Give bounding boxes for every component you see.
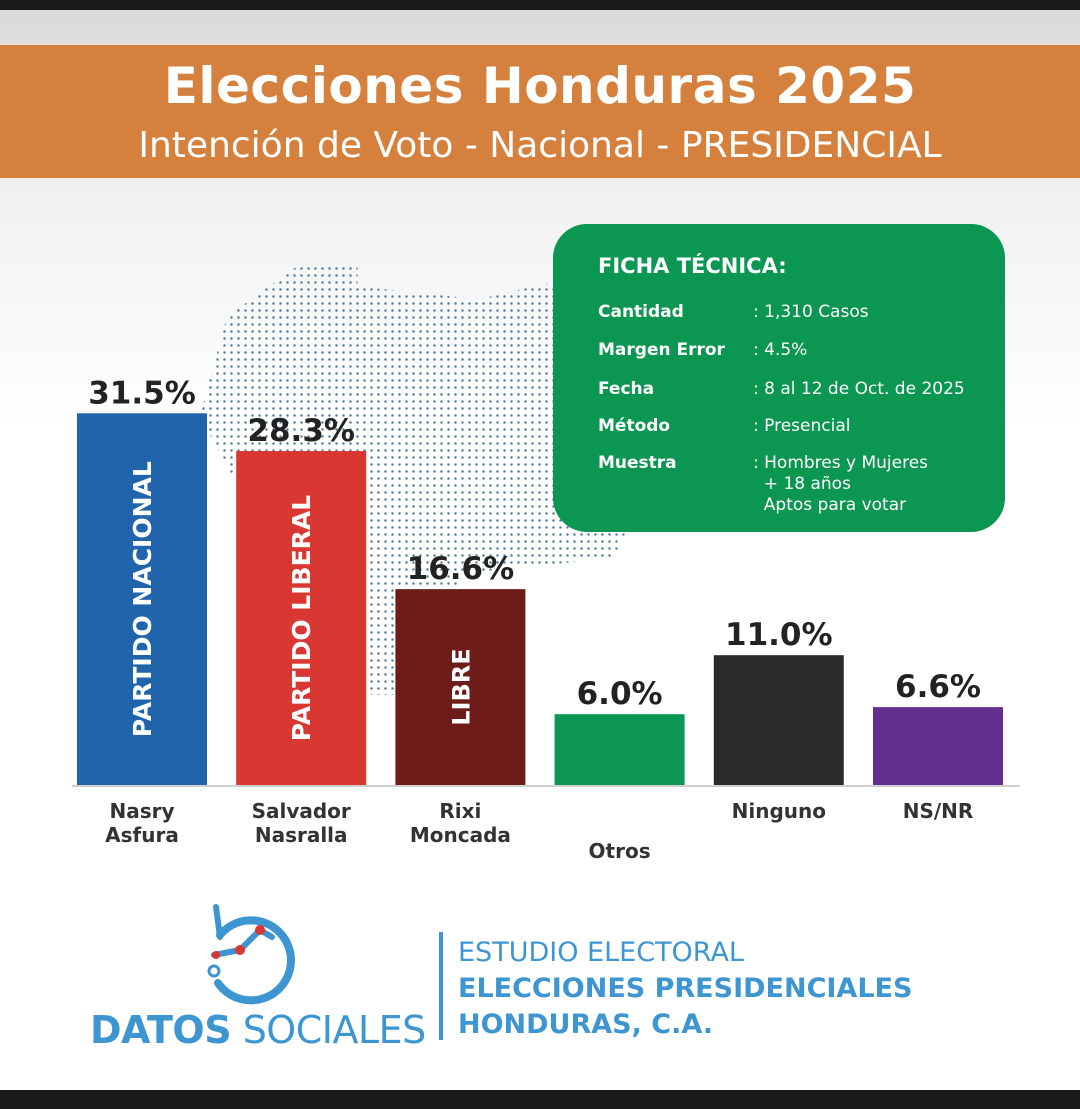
value-label: 6.0% (577, 676, 663, 712)
ficha-label: Fecha (598, 379, 655, 399)
page-title: Elecciones Honduras 2025 (163, 57, 917, 115)
page-subtitle: Intención de Voto - Nacional - PRESIDENC… (138, 125, 942, 166)
category-label: Otros (589, 839, 651, 863)
footer-divider (439, 932, 443, 1040)
bar-1 (77, 413, 207, 785)
bar-4 (554, 714, 685, 785)
category-label: Asfura (105, 823, 179, 847)
ficha-label: Método (598, 416, 671, 436)
category-label: Moncada (410, 823, 511, 847)
logo-mark-icon (207, 904, 295, 1005)
ficha-value: : Hombres y Mujeres + 18 años Aptos para… (753, 453, 929, 515)
value-label: 11.0% (725, 617, 833, 653)
logo-text-light: SOCIALES (231, 1008, 427, 1052)
category-label: Nasralla (255, 823, 348, 847)
datos-sociales-logo: DATOS SOCIALES (90, 895, 426, 1055)
category-label: Ninguno (732, 799, 826, 823)
ficha-value: : Presencial (753, 416, 851, 436)
bar-5 (713, 655, 844, 785)
bar-2 (236, 451, 367, 785)
study-line-3: HONDURAS, C.A. (458, 1009, 713, 1040)
study-line-1: ESTUDIO ELECTORAL (458, 937, 744, 968)
study-description: ESTUDIO ELECTORAL ELECCIONES PRESIDENCIA… (458, 935, 912, 1043)
category-label: Salvador (252, 799, 351, 823)
ficha-value: : 1,310 Casos (753, 302, 869, 322)
value-label: 28.3% (247, 413, 355, 449)
ficha-value: : 4.5% (753, 340, 808, 360)
logo-text-bold: DATOS (90, 1008, 232, 1052)
party-label: PARTIDO LIBERAL (287, 495, 316, 742)
ficha-label: Margen Error (598, 340, 725, 360)
party-label: PARTIDO NACIONAL (128, 461, 157, 737)
bar-6 (873, 707, 1003, 785)
bar-3 (395, 589, 526, 785)
category-label: Rixi (439, 799, 481, 823)
value-label: 16.6% (407, 551, 515, 587)
category-label: Nasry (109, 799, 174, 823)
value-label: 6.6% (895, 669, 981, 705)
infographic: Elecciones Honduras 2025 Intención de Vo… (0, 10, 1080, 1090)
party-label: LIBRE (447, 648, 475, 725)
category-label: NS/NR (903, 799, 974, 823)
ficha-title: FICHA TÉCNICA: (598, 254, 787, 278)
ficha-value: : 8 al 12 de Oct. de 2025 (753, 379, 965, 399)
ficha-label: Cantidad (598, 302, 684, 322)
value-label: 31.5% (88, 375, 196, 411)
study-line-2: ELECCIONES PRESIDENCIALES (458, 973, 913, 1004)
logo-text: DATOS SOCIALES (90, 1008, 426, 1052)
ficha-tecnica-box: FICHA TÉCNICA: Cantidad : 1,310 Casos Ma… (553, 224, 1005, 532)
title-band: Elecciones Honduras 2025 Intención de Vo… (0, 45, 1080, 178)
ficha-label: Muestra (598, 453, 677, 473)
